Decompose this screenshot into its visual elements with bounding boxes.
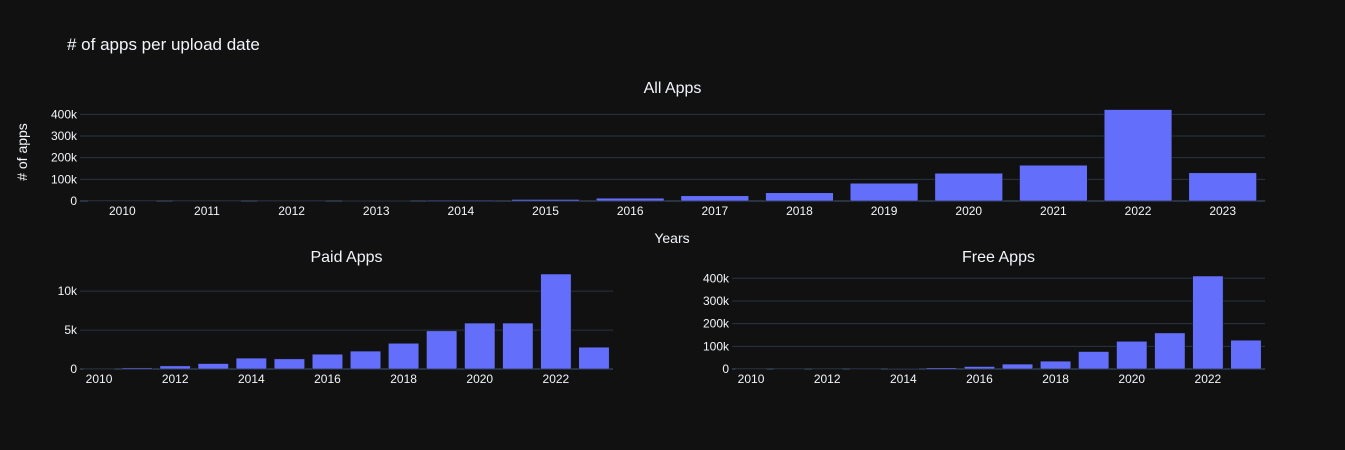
x-tick-label: 2016 [314,372,341,386]
bar-2017 [1002,363,1034,370]
x-tick-label: 2021 [1040,204,1067,218]
bar-2016 [963,366,995,370]
bar-2014 [887,368,919,370]
x-tick-label: 2022 [1195,372,1222,386]
x-tick-label: 2014 [890,372,917,386]
bar-2017 [680,195,749,202]
bar-2023 [578,346,610,370]
bar-2014 [235,357,267,370]
bar-2016 [596,197,665,202]
x-tick-label: 2020 [1118,372,1145,386]
bar-2015 [511,199,580,202]
x-tick-label: 2018 [390,372,417,386]
bar-2018 [765,192,834,202]
x-tick-label: 2011 [194,204,220,218]
figure-xlabel: Years [654,230,689,246]
subplot-title: All Apps [644,80,702,97]
bar-2011 [121,367,153,370]
bar-2011 [773,368,805,370]
x-tick-label: 2010 [86,372,113,386]
figure-ylabel: # of apps [14,123,30,181]
bar-2016 [311,353,343,370]
bar-2010 [88,200,157,202]
x-tick-label: 2017 [701,204,728,218]
y-tick-label: 200k [51,151,78,165]
bar-2018 [1040,360,1072,370]
bar-2019 [850,182,919,202]
x-tick-label: 2020 [955,204,982,218]
y-tick-label: 400k [51,107,78,121]
subplot-paid-apps: Paid Apps 0 5k 10k 2010 2012 2014 2016 2018 2020… [58,249,613,386]
bar-2011 [172,200,242,202]
y-tick-label: 0 [70,362,77,376]
bar-2012 [811,368,843,370]
bar-2021 [502,322,534,370]
subplot-all-apps: All Apps 0 100k 200k 300k 400k 2010 2011 2012 20… [51,80,1265,218]
bar-2020 [464,322,496,370]
y-tick-label: 300k [703,294,730,308]
figure-title: # of apps per upload date [67,35,260,54]
y-tick-label: 5k [64,323,78,337]
bar-2010 [735,368,767,370]
bar-2019 [426,330,458,370]
bar-2021 [1154,332,1186,370]
bar-2022 [1192,275,1224,370]
bar-2013 [849,368,881,370]
bar-2014 [426,199,495,202]
x-tick-label: 2014 [238,372,265,386]
bar-2023 [1230,339,1262,370]
x-tick-label: 2014 [448,204,475,218]
x-tick-label: 2016 [617,204,644,218]
bar-2013 [342,200,411,202]
bar-2012 [159,365,191,370]
bar-2010 [83,368,115,370]
bar-2012 [257,200,326,202]
bar-2017 [350,350,382,370]
x-tick-label: 2022 [543,372,570,386]
x-tick-label: 2012 [278,204,305,218]
x-tick-label: 2010 [109,204,136,218]
x-tick-label: 2016 [966,372,993,386]
y-tick-label: 0 [722,362,729,376]
bar-2022 [540,273,572,370]
bar-2023 [1188,172,1257,202]
y-tick-label: 0 [70,194,77,208]
y-tick-label: 100k [703,339,730,353]
subplot-title: Paid Apps [310,249,382,266]
x-tick-label: 2020 [466,372,493,386]
x-tick-label: 2022 [1125,204,1152,218]
bar-2015 [925,367,957,370]
bar-2015 [273,358,305,370]
subplot-free-apps: Free Apps 0 100k 200k 300k 400k 2010 2012 2014 2… [703,249,1265,386]
x-tick-label: 2015 [532,204,559,218]
bar-2020 [1116,341,1148,370]
x-tick-label: 2012 [162,372,189,386]
y-tick-label: 100k [51,172,78,186]
bar-2018 [388,343,420,370]
y-tick-label: 200k [703,317,730,331]
x-tick-label: 2013 [363,204,390,218]
y-tick-label: 300k [51,129,78,143]
x-tick-label: 2010 [738,372,765,386]
x-tick-label: 2012 [814,372,841,386]
subplot-title: Free Apps [962,249,1035,266]
x-tick-label: 2019 [871,204,898,218]
y-tick-label: 400k [703,271,730,285]
x-tick-label: 2018 [786,204,813,218]
bar-2021 [1019,165,1088,202]
y-tick-label: 10k [58,284,78,298]
x-tick-label: 2023 [1209,204,1236,218]
bar-2019 [1078,351,1110,370]
bar-2022 [1103,109,1173,202]
bar-2020 [934,173,1003,202]
x-tick-label: 2018 [1042,372,1069,386]
bar-2013 [197,363,229,370]
